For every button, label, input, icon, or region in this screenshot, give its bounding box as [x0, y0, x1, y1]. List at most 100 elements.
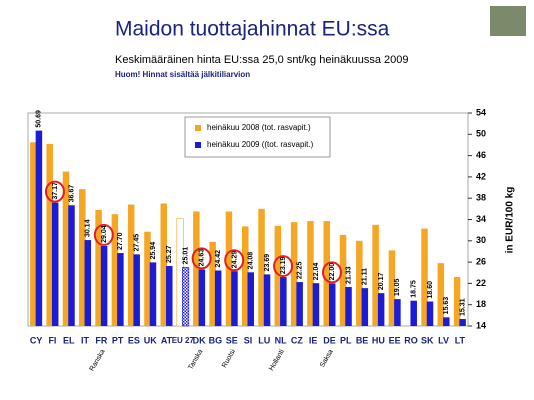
bar	[307, 221, 314, 326]
value-label: 22.25	[296, 261, 303, 279]
y-tick-label: 18	[476, 299, 486, 309]
x-tick-label: HU	[372, 335, 385, 345]
x-tick-label: PL	[340, 335, 352, 345]
bar	[231, 271, 238, 326]
value-label: 15.63	[443, 297, 450, 315]
value-label: 18.75	[411, 280, 418, 298]
annotation: Ruotsi	[221, 348, 237, 369]
x-tick-label: FI	[48, 335, 56, 345]
value-label: 15.31	[459, 298, 466, 316]
bar	[372, 224, 379, 326]
bar	[410, 300, 417, 326]
value-label: 30.14	[85, 219, 92, 237]
value-label: 18.60	[427, 281, 434, 299]
x-tick-label: DE	[323, 335, 336, 345]
logo	[490, 6, 526, 36]
x-tick-label: CZ	[291, 335, 303, 345]
y-tick-label: 26	[476, 256, 486, 266]
bar	[144, 231, 151, 326]
x-tick-label: BG	[209, 335, 223, 345]
value-label: 25.94	[150, 242, 157, 260]
bar	[84, 240, 92, 326]
value-label: 27.70	[117, 232, 124, 250]
highlight-circle	[321, 261, 342, 284]
value-label: 21.11	[362, 268, 369, 285]
value-label: 22.00	[329, 263, 336, 281]
x-tick-label: SE	[226, 335, 238, 345]
x-tick-label: UK	[144, 335, 157, 345]
bar	[51, 202, 59, 326]
value-label: 19.05	[394, 278, 401, 296]
bar	[111, 214, 119, 326]
bar	[258, 208, 265, 326]
x-tick-label: SI	[244, 335, 253, 345]
value-label: 21.33	[345, 266, 352, 284]
x-tick-label: IT	[81, 335, 90, 345]
bar	[160, 203, 168, 326]
y-axis-label: in EUR/100 kg	[505, 187, 516, 254]
bar	[426, 301, 434, 326]
bar	[209, 241, 216, 326]
bar	[394, 299, 401, 326]
legend-label: heinäkuu 2009 ((tot. rasvapit.)	[207, 140, 314, 149]
bar	[459, 319, 466, 326]
bar	[166, 265, 173, 326]
bar	[421, 228, 428, 326]
y-tick-label: 54	[476, 107, 486, 117]
x-tick-label: LU	[258, 335, 270, 345]
annotation: Tanska	[187, 348, 204, 371]
value-label: 23.69	[264, 254, 271, 272]
bar	[149, 262, 157, 326]
legend-label: heinäkuu 2008 (tot. rasvapit.)	[207, 123, 311, 132]
value-label: 24.08	[248, 252, 255, 270]
highlight-circle	[44, 180, 65, 203]
legend	[184, 116, 331, 158]
value-label: 36.67	[68, 185, 75, 203]
bar	[100, 245, 108, 326]
x-tick-label: PT	[112, 335, 124, 345]
y-tick-label: 30	[476, 235, 486, 245]
annotation: Hollanti	[268, 348, 286, 372]
bar	[312, 283, 320, 326]
value-label: 24.29	[231, 251, 238, 269]
legend-swatch	[195, 142, 201, 148]
x-tick-label: ES	[128, 335, 140, 345]
value-label: 22.04	[313, 263, 320, 281]
x-tick-label: BE	[356, 335, 369, 345]
bar	[290, 222, 298, 326]
y-tick-label: 22	[476, 278, 486, 288]
bar	[339, 234, 347, 326]
highlight-circle	[93, 223, 114, 246]
bar	[214, 270, 222, 326]
x-tick-label: EU 27	[172, 336, 195, 345]
y-tick-label: 42	[476, 171, 486, 181]
bar	[35, 130, 43, 326]
bar	[388, 250, 396, 326]
bar	[345, 286, 352, 326]
highlight-circle	[191, 247, 212, 270]
value-label: 37.17	[52, 182, 59, 200]
x-tick-label: FR	[95, 335, 107, 345]
annotation: Saksa	[319, 348, 335, 368]
y-tick-label: 38	[476, 193, 486, 203]
x-tick-label: CY	[30, 335, 43, 345]
legend-swatch	[195, 125, 201, 131]
bar	[127, 204, 135, 326]
bar	[263, 274, 271, 326]
value-label: 50.69	[36, 110, 43, 128]
value-label: 27.45	[134, 234, 141, 252]
bar	[133, 254, 140, 326]
bar	[437, 263, 445, 326]
note: Huom! Hinnat sisältää jälkitiliarvion	[115, 70, 250, 79]
highlight-circle	[273, 255, 294, 278]
bar	[377, 293, 385, 326]
bar	[443, 317, 450, 326]
x-tick-label: IE	[309, 335, 318, 345]
bar	[247, 272, 254, 326]
bar	[193, 211, 200, 326]
bar	[274, 225, 282, 326]
x-tick-label: NL	[275, 335, 287, 345]
x-tick-label: EE	[389, 335, 401, 345]
bar	[117, 253, 124, 326]
x-tick-label: EL	[63, 335, 75, 345]
